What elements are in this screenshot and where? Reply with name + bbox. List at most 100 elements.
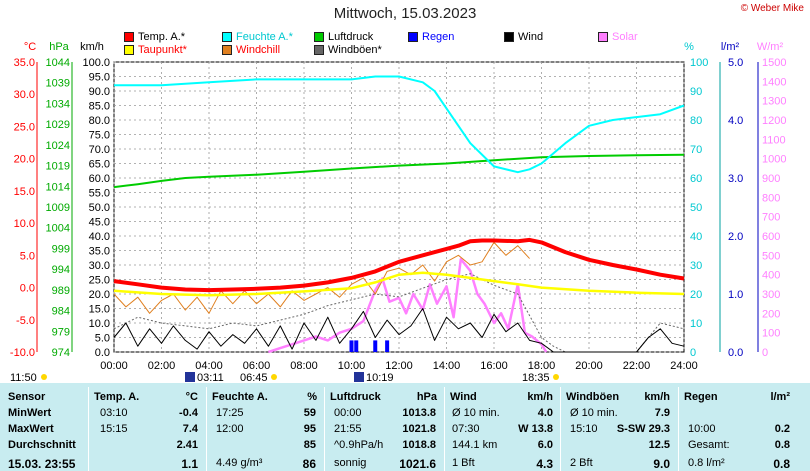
temp-tick-label: 10.0 xyxy=(14,218,35,230)
stats-cell-gust-val: S-SW 29.3 xyxy=(616,423,670,435)
wind-tick-label: 65.0 xyxy=(89,159,110,171)
legend-swatch xyxy=(408,32,418,42)
legend-item-5: Solar xyxy=(598,31,638,43)
x-tick-label: 14:00 xyxy=(433,360,461,372)
stats-cell-gust-val: 7.9 xyxy=(654,407,670,419)
solar-tick-label: 300 xyxy=(762,289,780,301)
legend-swatch xyxy=(124,45,134,55)
solar-tick-label: 200 xyxy=(762,308,780,320)
series-line-feuchtea xyxy=(114,75,685,174)
stats-header-temp: Temp. A. xyxy=(94,391,140,403)
wind-tick-label: 40.0 xyxy=(89,231,110,243)
solar-tick-label: 0 xyxy=(762,347,768,359)
pressure-tick-label: 1014 xyxy=(46,181,70,193)
humidity-tick-label: 40 xyxy=(690,231,702,243)
wind-tick-label: 5.0 xyxy=(95,333,110,345)
humidity-tick-label: 20 xyxy=(690,289,702,301)
stats-cell-wind-val: 6.0 xyxy=(537,439,553,451)
solar-tick-label: 500 xyxy=(762,250,780,262)
wind-tick-label: 35.0 xyxy=(89,246,110,258)
x-tick-label: 08:00 xyxy=(290,360,318,372)
legend-swatch xyxy=(222,32,232,42)
stats-header-gust: Windböen xyxy=(566,391,620,403)
stats-cell-temp-val: 7.4 xyxy=(182,423,198,435)
noon-icon xyxy=(354,372,364,382)
humidity-tick-label: 100 xyxy=(690,57,708,69)
stats-header-wind-unit: km/h xyxy=(527,391,553,403)
moonset-time: 06:45 xyxy=(240,372,268,383)
rain-tick-label: 0.0 xyxy=(728,347,743,359)
legend-swatch xyxy=(314,32,324,42)
stats-header-pressure-unit: hPa xyxy=(416,391,437,403)
legend-label: Solar xyxy=(612,31,638,43)
x-tick-label: 12:00 xyxy=(385,360,413,372)
sun-icon xyxy=(41,374,47,380)
stats-cell-hum-val: 59 xyxy=(303,407,316,419)
x-tick-label: 04:00 xyxy=(195,360,223,372)
wind-tick-label: 75.0 xyxy=(89,130,110,142)
legend-label: Regen xyxy=(422,31,455,43)
temp-tick-label: 30.0 xyxy=(14,89,35,101)
wind-tick-label: 70.0 xyxy=(89,144,110,156)
stats-cell-temp-val: 2.41 xyxy=(176,439,198,451)
x-tick-label: 00:00 xyxy=(100,360,128,372)
temp-axis-unit: °C xyxy=(24,41,36,53)
legend-swatch xyxy=(504,32,514,42)
solar-tick-label: 400 xyxy=(762,270,780,282)
pressure-tick-label: 1004 xyxy=(46,223,70,235)
stats-cell-rain-time: 10:00 xyxy=(688,423,716,435)
stats-cell-temp-time: 15:15 xyxy=(100,423,128,435)
rain-tick-label: 5.0 xyxy=(728,57,743,69)
stats-cell-press-time: sonnig xyxy=(334,457,367,469)
rain-tick-label: 2.0 xyxy=(728,231,743,243)
x-tick-label: 22:00 xyxy=(623,360,651,372)
wind-tick-label: 0.0 xyxy=(95,347,110,359)
wind-tick-label: 25.0 xyxy=(89,275,110,287)
sunrise-icon xyxy=(185,372,195,382)
pressure-tick-label: 1039 xyxy=(46,78,70,90)
noon-time: 10:19 xyxy=(366,372,394,383)
legend-swatch xyxy=(222,45,232,55)
wind-tick-label: 60.0 xyxy=(89,173,110,185)
solar-tick-label: 1500 xyxy=(762,57,786,69)
pressure-tick-label: 1024 xyxy=(46,140,70,152)
x-tick-label: 10:00 xyxy=(338,360,366,372)
legend-label: Feuchte A.* xyxy=(236,31,293,43)
rain-bar xyxy=(385,340,390,352)
legend-label: Luftdruck xyxy=(328,31,374,43)
stats-cell-rain-val: 0.8 xyxy=(773,457,790,471)
legend-label: Windchill xyxy=(236,44,281,56)
humidity-tick-label: 50 xyxy=(690,202,702,214)
solar-tick-label: 1400 xyxy=(762,76,786,88)
stats-cell-temp-val: -0.4 xyxy=(179,407,198,419)
stats-cell-hum-time: 17:25 xyxy=(216,407,244,419)
stats-cell-label: 15.03. 23:55 xyxy=(8,457,76,471)
stats-header-humidity: Feuchte A. xyxy=(212,391,268,403)
stats-cell-wind-time: 144.1 km xyxy=(452,439,498,451)
stats-cell-gust-val: 12.5 xyxy=(648,439,670,451)
legend-label: Wind xyxy=(518,31,544,43)
stats-cell-gust-time: 15:10 xyxy=(570,423,598,435)
pressure-axis-unit: hPa xyxy=(49,41,69,53)
series-line-tempa xyxy=(113,237,685,293)
legend-item-7: Windchill xyxy=(222,44,280,56)
humidity-tick-label: 90 xyxy=(690,86,702,98)
statistics-table: Sensor Temp. A. °C Feuchte A. % Luftdruc… xyxy=(0,383,810,471)
stats-header-pressure: Luftdruck xyxy=(330,391,381,403)
rain-axis-unit: l/m² xyxy=(721,41,740,53)
pressure-tick-label: 989 xyxy=(52,285,70,297)
legend-label: Windböen* xyxy=(328,44,382,56)
stats-cell-hum-val: 95 xyxy=(303,423,316,435)
legend-item-6: Taupunkt* xyxy=(124,44,187,56)
solar-tick-label: 1100 xyxy=(762,134,786,146)
rain-bar xyxy=(373,340,378,352)
stats-cell-gust-time: Ø 10 min. xyxy=(570,407,618,419)
legend-item-2: Luftdruck xyxy=(314,31,373,43)
temp-tick-label: -5.0 xyxy=(16,315,35,327)
legend-item-4: Wind xyxy=(504,31,543,43)
chart-title: Mittwoch, 15.03.2023 xyxy=(333,5,477,22)
copyright-label: © Weber Mike xyxy=(740,3,804,14)
solar-tick-label: 1200 xyxy=(762,115,786,127)
wind-tick-label: 55.0 xyxy=(89,188,110,200)
series-line-wind xyxy=(113,308,685,353)
